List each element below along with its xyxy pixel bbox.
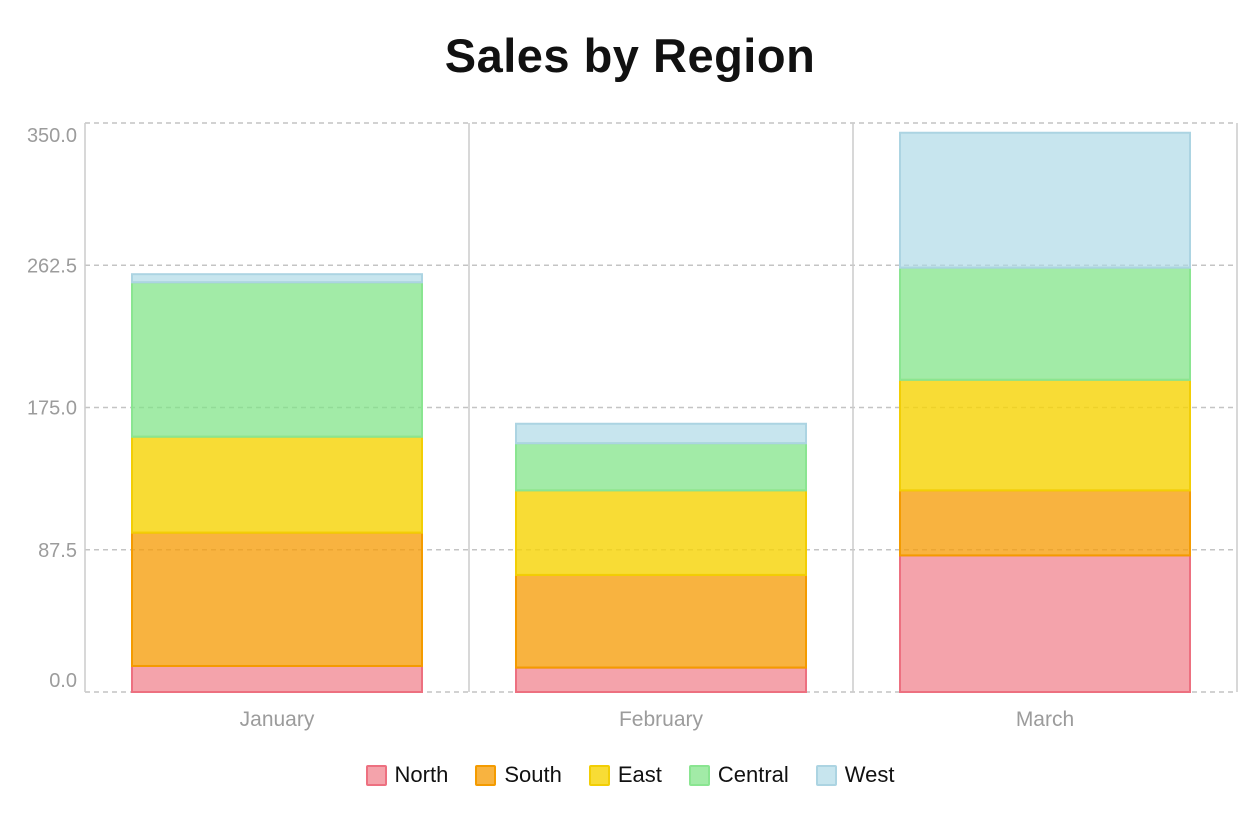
legend-swatch-west	[815, 764, 837, 786]
legend-swatch-north	[365, 764, 387, 786]
legend-item-north[interactable]: North	[365, 762, 449, 787]
legend-item-west[interactable]: West	[815, 762, 895, 787]
x-axis-label-january: January	[240, 708, 315, 731]
y-axis-tick-262.5: 262.5	[27, 255, 77, 277]
bar-segment-january-south[interactable]	[131, 531, 423, 667]
legend-item-south[interactable]: South	[475, 764, 562, 786]
y-axis-tick-0.0: 0.0	[49, 670, 77, 692]
bar-segment-march-east[interactable]	[899, 378, 1191, 492]
bar-segment-january-central[interactable]	[131, 281, 423, 438]
bar-segment-march-north[interactable]	[899, 554, 1191, 693]
bar-segment-march-south[interactable]	[899, 489, 1191, 557]
bar-segment-february-east[interactable]	[515, 489, 807, 576]
bar-segment-february-north[interactable]	[515, 666, 807, 693]
legend: North South East Central West	[0, 764, 1260, 786]
legend-label-south: South	[504, 762, 562, 787]
legend-label-west: West	[844, 762, 895, 787]
bar-segment-march-west[interactable]	[899, 131, 1191, 269]
y-axis-tick-350.0: 350.0	[27, 125, 77, 147]
legend-item-central[interactable]: Central	[688, 762, 789, 787]
legend-swatch-east	[588, 764, 610, 786]
chart-title: Sales by Region	[444, 29, 816, 82]
bar-segment-february-west[interactable]	[515, 422, 807, 445]
y-axis-tick-87.5: 87.5	[38, 540, 77, 562]
y-axis-tick-175.0: 175.0	[27, 398, 77, 420]
legend-item-east[interactable]: East	[588, 762, 662, 787]
bar-segment-february-south[interactable]	[515, 573, 807, 669]
legend-label-central: Central	[717, 762, 789, 787]
x-axis-label-february: February	[619, 708, 704, 731]
bar-segment-january-east[interactable]	[131, 435, 423, 534]
bar-segment-january-west[interactable]	[131, 273, 423, 284]
legend-swatch-central	[688, 764, 710, 786]
legend-label-north: North	[394, 762, 449, 787]
x-axis-label-march: March	[1016, 708, 1074, 731]
bar-segment-january-north[interactable]	[131, 664, 423, 694]
legend-label-east: East	[617, 762, 662, 787]
bar-segment-march-central[interactable]	[899, 266, 1191, 381]
bar-segment-february-central[interactable]	[515, 442, 807, 492]
legend-swatch-south	[475, 764, 497, 786]
